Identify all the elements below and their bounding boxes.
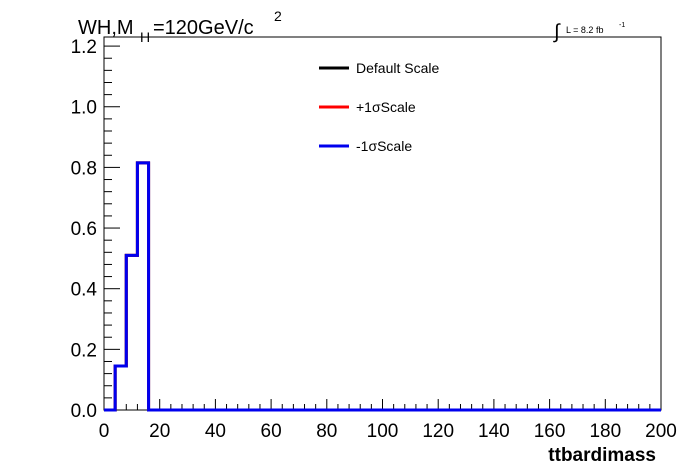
chart-title-superscript: 2: [274, 8, 282, 24]
series-layer: [104, 161, 661, 412]
x-axis: 0 20 40 60 80 100 120 140 160 180 200: [99, 399, 677, 442]
series-line-2: [104, 161, 661, 412]
x-axis-label: ttbardimass: [548, 445, 656, 466]
y-tick-label: 0.4: [71, 280, 98, 301]
legend: Default Scale +1σScale -1σScale: [319, 60, 439, 154]
x-tick-label: 80: [316, 421, 337, 442]
y-tick-label: 0.2: [71, 340, 97, 361]
y-tick-label: 0.6: [71, 219, 97, 240]
legend-label-2: -1σScale: [356, 138, 412, 154]
luminosity-integral-symbol: ∫: [553, 21, 561, 43]
luminosity-superscript: -1: [619, 22, 625, 29]
chart-title-subscript: H: [140, 29, 150, 45]
chart-title-tail: =120GeV/c: [153, 17, 254, 39]
legend-label-1: +1σScale: [356, 99, 416, 115]
series-line-0: [104, 161, 661, 412]
legend-label-0: Default Scale: [356, 60, 439, 76]
y-axis: 0.0 0.2 0.4 0.6 0.8 1.0 1.2: [71, 37, 120, 422]
x-tick-label: 120: [422, 421, 454, 442]
y-tick-label: 1.2: [71, 37, 97, 58]
y-tick-label: 0.8: [71, 158, 97, 179]
x-tick-label: 100: [367, 421, 399, 442]
x-tick-label: 60: [261, 421, 282, 442]
series-line-1: [104, 161, 661, 412]
x-tick-label: 0: [99, 421, 110, 442]
plot-frame: [103, 36, 662, 411]
y-tick-label: 0.0: [71, 401, 97, 422]
x-tick-label: 160: [534, 421, 566, 442]
luminosity-label: L = 8.2 fb: [566, 25, 603, 35]
y-tick-label: 1.0: [71, 98, 97, 119]
x-tick-label: 20: [149, 421, 170, 442]
x-tick-label: 180: [589, 421, 621, 442]
x-tick-label: 200: [645, 421, 677, 442]
chart-title-main: WH,M: [78, 17, 134, 39]
x-tick-label: 140: [478, 421, 510, 442]
x-tick-label: 40: [205, 421, 226, 442]
